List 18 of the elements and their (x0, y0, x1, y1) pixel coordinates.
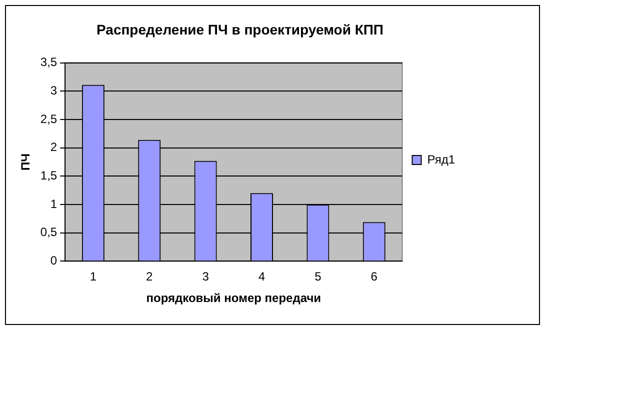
x-tick-label: 1 (90, 270, 97, 284)
y-tick-label: 1,5 (40, 168, 58, 182)
x-tick-label: 5 (314, 270, 322, 284)
y-tick-label: 0 (50, 254, 58, 268)
x-tick-label: 6 (370, 270, 378, 284)
y-axis-title: ПЧ (18, 153, 33, 171)
x-tick-label: 3 (202, 270, 210, 284)
legend-label: Ряд1 (427, 152, 456, 166)
y-tick-label: 0,5 (40, 225, 58, 240)
x-tick-label: 4 (258, 270, 266, 284)
chart-title: Распределение ПЧ в проектируемой КПП (96, 21, 384, 38)
y-tick-label: 3 (50, 83, 58, 98)
y-tick-label: 3,5 (40, 55, 58, 70)
y-tick-label: 2,5 (40, 112, 58, 126)
y-tick-label: 2 (50, 140, 58, 154)
x-axis-title: порядковый номер передачи (146, 291, 322, 306)
x-tick-label: 2 (146, 270, 154, 284)
y-tick-label: 1 (50, 196, 58, 211)
